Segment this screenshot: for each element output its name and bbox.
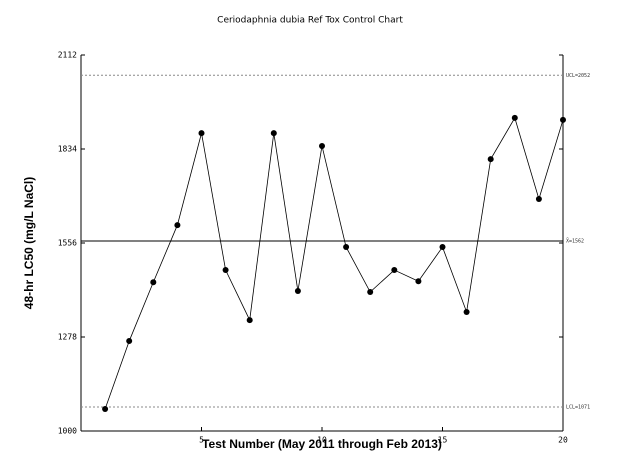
data-point [343,244,350,251]
y-tick-label: 1278 [58,333,77,342]
data-point [150,279,157,286]
data-point [294,288,301,295]
data-point [222,267,229,274]
data-point [487,156,494,163]
y-tick-label: 1834 [58,145,77,154]
data-point [198,130,205,137]
data-point [367,289,374,296]
data-point [102,406,109,413]
y-tick-label: 1556 [58,239,77,248]
data-point [126,338,133,345]
y-axis-label: 48-hr LC50 (mg/L NaCl) [22,177,36,309]
data-point [535,196,542,203]
control-label: UCL=2052 [566,73,590,79]
x-axis-label: Test Number (May 2011 through Feb 2013) [202,437,442,451]
y-tick-label: 1000 [58,427,77,436]
control-label: LCL=1071 [566,404,590,410]
data-point [415,278,422,285]
control-label: X̄=1562 [566,238,584,245]
x-tick-label: 10 [317,436,327,445]
data-line [104,116,564,410]
data-point [174,222,181,229]
y-tick-label: 2112 [58,51,77,60]
data-point [319,142,325,149]
x-tick-label: 20 [558,436,568,445]
x-tick-label: 5 [199,436,204,445]
data-point [439,244,446,251]
data-point [511,114,518,121]
data-point [463,308,470,315]
x-tick-label: 15 [438,436,448,445]
data-point [270,130,277,137]
chart-title: Ceriodaphnia dubia Ref Tox Control Chart [217,16,403,26]
data-point [391,267,398,274]
data-point [560,116,566,123]
data-point [246,317,253,324]
